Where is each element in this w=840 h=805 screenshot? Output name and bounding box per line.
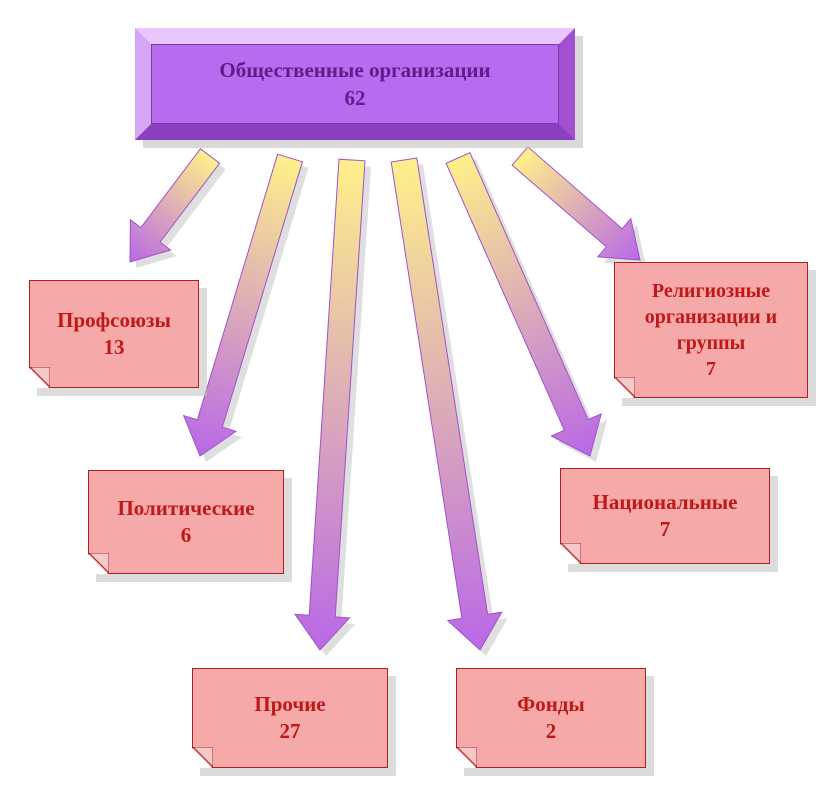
note-label-funds: Фонды: [517, 692, 585, 716]
note-value-political: 6: [181, 523, 192, 547]
header-title: Общественные организации: [219, 58, 490, 82]
header-box: Общественные организации 62: [135, 28, 575, 140]
note-text-funds: Фонды 2: [509, 687, 593, 750]
note-political: Политические 6: [88, 470, 284, 574]
note-religious: Религиозные организации и группы 7: [614, 262, 808, 398]
note-text-political: Политические 6: [109, 491, 262, 554]
arrow-a-unions: [130, 149, 220, 262]
note-label-religious: Религиозные организации и группы: [645, 280, 777, 354]
arrow-a-religious: [512, 147, 640, 260]
arrow-shadow-a-unions: [136, 155, 226, 268]
note-national: Национальные 7: [560, 468, 770, 564]
note-label-national: Национальные: [592, 490, 737, 514]
header-inner: Общественные организации 62: [151, 44, 559, 124]
note-fold-national: [561, 543, 581, 563]
note-text-national: Национальные 7: [584, 485, 745, 548]
note-value-national: 7: [660, 517, 671, 541]
note-text-other: Прочие 27: [246, 687, 333, 750]
note-text-unions: Профсоюзы 13: [49, 303, 179, 366]
note-value-other: 27: [279, 719, 300, 743]
header-text: Общественные организации 62: [219, 56, 490, 113]
arrow-shadow-a-political: [190, 160, 309, 462]
header-value: 62: [344, 86, 365, 110]
arrow-shadow-a-other: [301, 165, 371, 656]
note-text-religious: Религиозные организации и группы 7: [615, 274, 807, 386]
note-fold-political: [89, 553, 109, 573]
arrow-shadow-a-funds: [397, 164, 508, 656]
arrow-a-funds: [391, 158, 502, 650]
note-fold-religious: [615, 377, 635, 397]
arrow-shadow-a-religious: [518, 153, 646, 266]
arrow-a-national: [446, 153, 601, 456]
note-other: Прочие 27: [192, 668, 388, 768]
arrow-shadow-a-national: [452, 159, 607, 462]
note-value-religious: 7: [706, 358, 716, 380]
note-funds: Фонды 2: [456, 668, 646, 768]
note-value-unions: 13: [104, 335, 125, 359]
note-unions: Профсоюзы 13: [29, 280, 199, 388]
arrow-a-other: [295, 159, 365, 650]
diagram-canvas: Общественные организации 62 Профсоюзы13Р…: [0, 0, 840, 805]
note-fold-unions: [30, 367, 50, 387]
note-label-other: Прочие: [254, 692, 325, 716]
note-label-unions: Профсоюзы: [57, 308, 171, 332]
note-value-funds: 2: [546, 719, 557, 743]
note-fold-other: [193, 747, 213, 767]
note-label-political: Политические: [117, 496, 254, 520]
note-fold-funds: [457, 747, 477, 767]
